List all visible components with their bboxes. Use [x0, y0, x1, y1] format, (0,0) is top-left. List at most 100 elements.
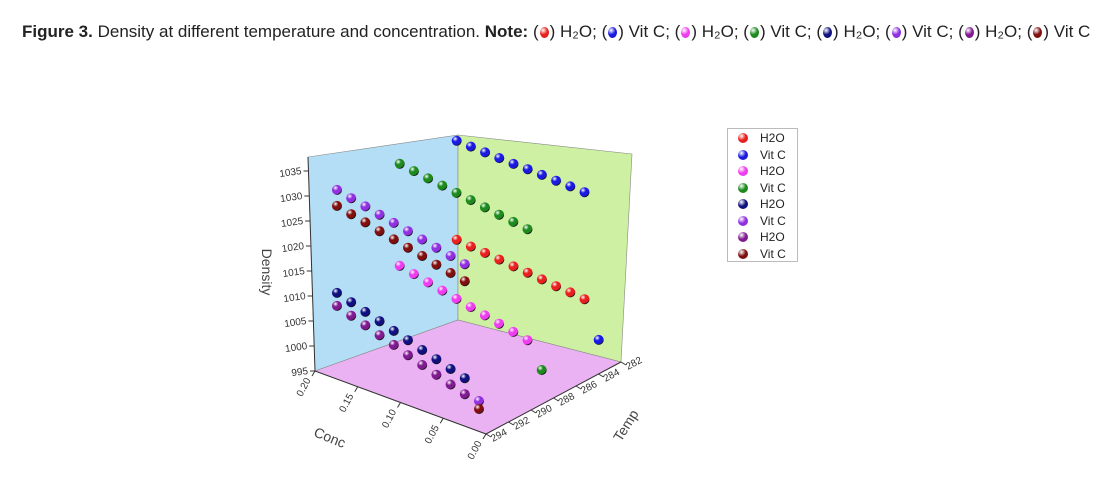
data-point — [480, 147, 491, 158]
conc-tick — [482, 433, 487, 440]
data-point — [437, 285, 448, 296]
note-item-label: Vit C — [912, 22, 949, 41]
data-point — [431, 242, 442, 253]
sphere-marker-icon — [823, 27, 833, 38]
density-tick-label: 1010 — [283, 291, 307, 305]
note-item: () H₂O; — [816, 22, 881, 41]
data-point — [465, 195, 476, 206]
data-point — [332, 287, 342, 298]
data-point — [437, 180, 448, 191]
temp-tick — [620, 361, 627, 366]
temp-tick — [530, 409, 537, 414]
series-2 — [394, 260, 533, 346]
note-item-label: Vit C — [770, 22, 807, 41]
data-point — [593, 334, 604, 345]
data-point — [388, 217, 399, 228]
data-point — [431, 369, 442, 380]
temp-tick — [553, 397, 559, 402]
sphere-marker-icon — [964, 27, 974, 38]
legend-item: Vit C — [728, 246, 797, 263]
data-point — [403, 226, 413, 237]
data-point — [474, 404, 484, 414]
legend-label: H2O — [760, 164, 785, 179]
data-point — [388, 339, 399, 350]
data-point — [536, 169, 547, 180]
series-7 — [332, 200, 484, 414]
data-point — [465, 302, 476, 313]
data-point — [332, 184, 342, 195]
legend-item: H2O — [728, 163, 797, 180]
temp-tick — [508, 421, 514, 426]
data-point — [388, 234, 399, 245]
data-point — [459, 276, 470, 287]
data-point — [374, 330, 385, 341]
note-item: () H₂O; — [532, 22, 597, 41]
density-tick-label: 1030 — [280, 191, 304, 205]
note-item-label: Vit C — [1053, 22, 1091, 41]
data-point — [431, 259, 442, 270]
legend-label: H2O — [760, 131, 785, 146]
figure-label: Figure 3. — [22, 22, 93, 41]
data-point — [445, 268, 456, 278]
data-point — [346, 209, 357, 220]
data-point — [508, 261, 519, 272]
caption-text: Density at different temperature and con… — [97, 22, 481, 41]
density-tick-label: 995 — [291, 366, 309, 379]
data-point — [346, 297, 357, 308]
note-label: Note: — [484, 22, 529, 41]
series-0 — [451, 234, 590, 305]
conc-tick — [354, 386, 359, 393]
data-point — [494, 153, 505, 164]
conc-tick-label: 0.20 — [295, 376, 314, 399]
note-item-label: H₂O — [701, 22, 734, 41]
data-point — [508, 216, 519, 227]
data-point — [551, 281, 562, 292]
data-point — [465, 141, 476, 152]
conc-tick-label: 0.15 — [338, 392, 357, 415]
conc-axis-label: Conc — [312, 424, 348, 451]
note-items: () H₂O; () Vit C; () H₂O; () Vit C; () H… — [533, 22, 1090, 41]
note-item: () Vit C — [1026, 22, 1091, 41]
data-point — [536, 274, 547, 285]
data-point — [508, 158, 519, 169]
sphere-marker-icon — [738, 248, 748, 259]
data-point — [459, 389, 470, 400]
data-point — [494, 318, 505, 329]
data-point — [360, 201, 371, 212]
note-item-label: Vit C — [628, 22, 666, 41]
data-point — [451, 293, 462, 304]
sphere-marker-icon — [1033, 27, 1043, 38]
note-item: () Vit C; — [601, 22, 670, 41]
data-point — [423, 173, 434, 184]
data-point — [388, 325, 399, 336]
legend-item: H2O — [728, 196, 797, 213]
data-point — [417, 360, 428, 370]
data-point — [565, 181, 576, 192]
temp-tick-label: 282 — [624, 355, 644, 373]
data-point — [508, 326, 519, 337]
legend-item: Vit C — [728, 180, 797, 197]
data-point — [579, 187, 590, 198]
conc-tick — [311, 370, 316, 377]
legend-label: Vit C — [760, 246, 786, 261]
data-point — [403, 350, 413, 361]
data-point — [360, 320, 371, 331]
data-point — [451, 135, 462, 146]
data-point — [565, 287, 576, 298]
data-point — [360, 217, 371, 228]
conc-tick-label: 0.10 — [380, 407, 399, 430]
data-point — [459, 259, 470, 270]
data-point — [459, 373, 470, 384]
data-point — [332, 200, 342, 211]
temp-tick — [485, 433, 492, 438]
series-3 — [394, 158, 547, 375]
density-tick-label: 1025 — [280, 216, 304, 230]
sphere-marker-icon — [608, 27, 618, 38]
density-tick-label: 1015 — [282, 266, 306, 280]
data-point — [403, 335, 413, 346]
data-point — [522, 164, 533, 175]
data-point — [346, 193, 357, 204]
sphere-marker-icon — [749, 27, 759, 38]
density-tick-label: 1005 — [284, 316, 308, 330]
